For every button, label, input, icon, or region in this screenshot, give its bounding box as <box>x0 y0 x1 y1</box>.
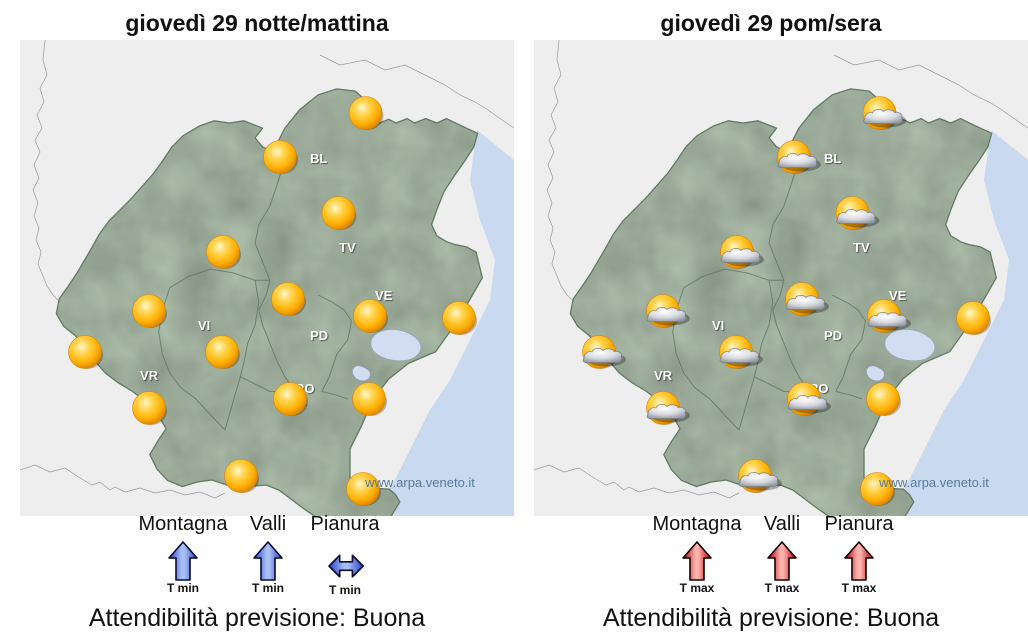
svg-text:www.arpa.veneto.it: www.arpa.veneto.it <box>878 475 989 490</box>
svg-text:www.arpa.veneto.it: www.arpa.veneto.it <box>364 475 475 490</box>
